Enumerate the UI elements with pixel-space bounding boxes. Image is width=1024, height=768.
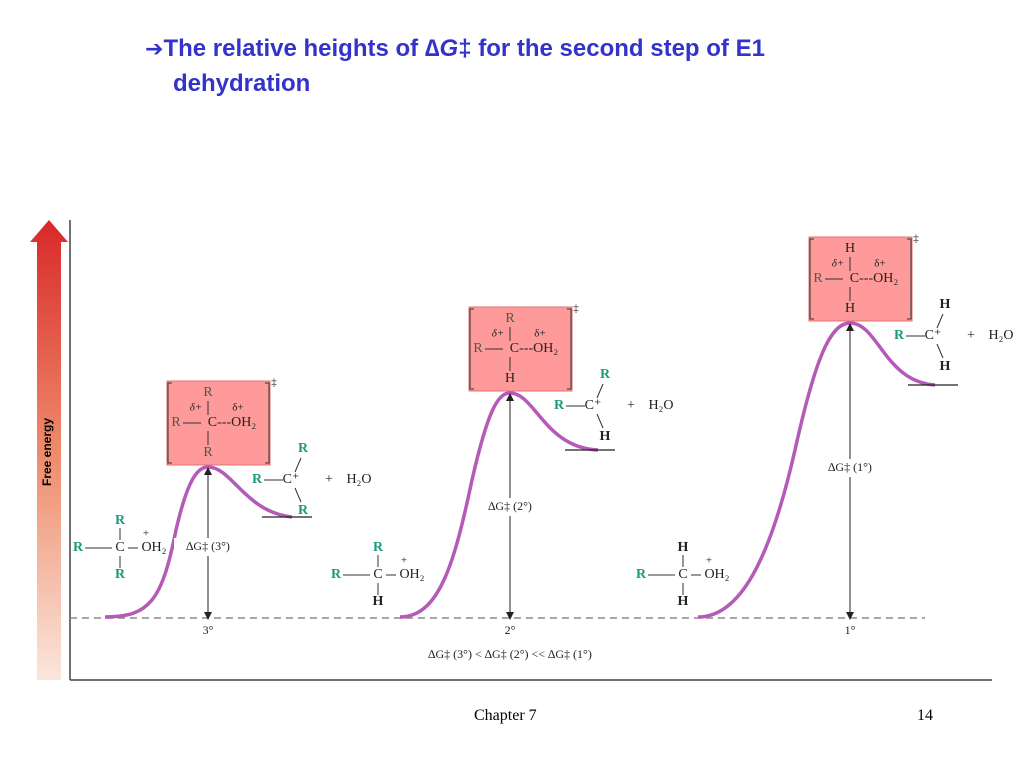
delta-g-label: ∆G‡ (1°) bbox=[828, 460, 872, 474]
bond bbox=[596, 383, 604, 399]
ts-center: C---OH₂ bbox=[208, 415, 257, 430]
ts-left: R bbox=[813, 271, 823, 286]
ts-center: C---OH₂ bbox=[510, 341, 559, 356]
ts-bottom: H bbox=[505, 371, 515, 386]
label-bg bbox=[174, 538, 242, 556]
comparison: ∆G‡ (3°) < ∆G‡ (2°) << ∆G‡ (1°) bbox=[428, 647, 592, 661]
reactant-charge: + bbox=[401, 555, 407, 567]
product-left: R bbox=[252, 472, 263, 487]
baseline-label: 3° bbox=[203, 623, 214, 637]
product-bottom: R bbox=[298, 503, 309, 518]
bond bbox=[596, 413, 604, 429]
ts-top: H bbox=[845, 241, 855, 256]
baseline-label: 1° bbox=[845, 623, 856, 637]
title-text: dehydration bbox=[173, 70, 311, 97]
label-bg bbox=[476, 498, 544, 516]
reactant-left: R bbox=[73, 540, 84, 555]
delta-g-label: ∆G‡ (2°) bbox=[488, 499, 532, 513]
reactant-bottom: H bbox=[373, 594, 384, 609]
footer-chapter: Chapter 7 bbox=[474, 707, 537, 724]
ts-partial: δ+ bbox=[492, 328, 505, 340]
product-top: H bbox=[940, 297, 951, 312]
product-plus: + bbox=[967, 328, 975, 343]
product-levels bbox=[262, 384, 958, 518]
reactant-bottom: R bbox=[115, 567, 126, 582]
footer-page: 14 bbox=[917, 707, 933, 724]
bond bbox=[936, 313, 944, 329]
product-left: R bbox=[554, 398, 565, 413]
reactant-top: R bbox=[115, 513, 126, 528]
reactant-right: OH₂ bbox=[399, 567, 424, 582]
product-water: H₂O bbox=[988, 328, 1013, 343]
reactant-left: R bbox=[636, 567, 647, 582]
ts-partial: δ+ bbox=[534, 328, 545, 340]
product-water: H₂O bbox=[346, 472, 371, 487]
title-dagger: ‡ bbox=[458, 35, 472, 62]
ts-bottom: R bbox=[203, 445, 213, 460]
y-axis-label: Free energy bbox=[40, 418, 54, 486]
reactant-bottom: H bbox=[678, 594, 689, 609]
slide-title: ➔The relative heights of ∆G‡ for the sec… bbox=[145, 32, 1005, 101]
product-cation: C⁺ bbox=[283, 472, 300, 487]
product-plus: + bbox=[325, 472, 333, 487]
reactant-charge: + bbox=[706, 555, 712, 567]
product-bottom: H bbox=[940, 359, 951, 374]
reactant-right: OH₂ bbox=[704, 567, 729, 582]
product-top: R bbox=[298, 441, 309, 456]
ts-dagger: ‡ bbox=[271, 377, 277, 389]
ts-dagger: ‡ bbox=[913, 233, 919, 245]
curve-1 bbox=[697, 321, 936, 619]
ts-bracket bbox=[167, 382, 270, 464]
ts-top: R bbox=[203, 385, 213, 400]
product-plus: + bbox=[627, 398, 635, 413]
ts-partial: δ+ bbox=[232, 402, 243, 414]
title-arrow: ➔ bbox=[145, 37, 164, 62]
energy-arrow bbox=[30, 220, 68, 680]
curve-3 bbox=[104, 465, 293, 619]
reaction-curves bbox=[104, 321, 936, 619]
reactant-right: OH₂ bbox=[141, 540, 166, 555]
label-bg bbox=[816, 459, 884, 477]
ts-left: R bbox=[473, 341, 483, 356]
reactant-center: C bbox=[115, 540, 124, 555]
reactant-top: R bbox=[373, 540, 384, 555]
ts-top: R bbox=[505, 311, 515, 326]
reactant-center: C bbox=[373, 567, 382, 582]
product-top: R bbox=[600, 367, 611, 382]
ts-bottom: H bbox=[845, 301, 855, 316]
ts-dagger: ‡ bbox=[573, 303, 579, 315]
bond bbox=[294, 457, 302, 473]
ts-partial: δ+ bbox=[190, 402, 203, 414]
product-bottom: H bbox=[600, 429, 611, 444]
ts-partial: δ+ bbox=[874, 258, 885, 270]
title-symbol: ∆G bbox=[424, 35, 459, 62]
bond bbox=[294, 487, 302, 503]
reactant-center: C bbox=[678, 567, 687, 582]
delta-g-label: ∆G‡ (3°) bbox=[186, 539, 230, 553]
title-text: The relative heights of bbox=[163, 35, 425, 62]
ts-center: C---OH₂ bbox=[850, 271, 899, 286]
product-water: H₂O bbox=[648, 398, 673, 413]
ts-left: R bbox=[171, 415, 181, 430]
product-cation: C⁺ bbox=[585, 398, 602, 413]
curve-2 bbox=[399, 391, 599, 619]
ts-bracket bbox=[469, 308, 572, 390]
product-cation: C⁺ bbox=[925, 328, 942, 343]
ts-bracket bbox=[809, 238, 912, 320]
title-text: for the second step of E1 bbox=[471, 35, 765, 62]
reactant-charge: + bbox=[143, 528, 149, 540]
reactant-left: R bbox=[331, 567, 342, 582]
bond bbox=[936, 343, 944, 359]
product-left: R bbox=[894, 328, 905, 343]
ts-partial: δ+ bbox=[832, 258, 845, 270]
reactant-top: H bbox=[678, 540, 689, 555]
baseline-label: 2° bbox=[505, 623, 516, 637]
